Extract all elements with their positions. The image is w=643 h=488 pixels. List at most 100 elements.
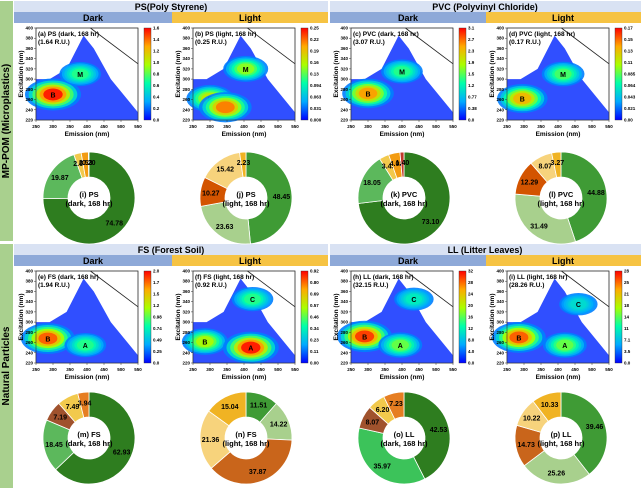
donut-slice-label: 8.07 xyxy=(538,164,552,171)
eem-y-tick-label: 300 xyxy=(25,77,33,82)
eem-x-tick-label: 400 xyxy=(240,124,248,129)
eem-panel-label: (h) LL (dark, 168 hr) xyxy=(353,274,414,281)
eem-colorbar-tick-label: 1.5 xyxy=(153,292,160,297)
eem-colorbar-tick-label: 0.6 xyxy=(153,83,160,88)
eem-y-tick-label: 260 xyxy=(25,97,33,102)
eem-colorbar xyxy=(458,27,467,121)
eem-y-axis-label: Excitation (nm) xyxy=(18,51,25,98)
eem-colorbar xyxy=(143,27,152,121)
eem-peak-contour xyxy=(241,341,261,354)
donut-slice-label: 74.78 xyxy=(106,220,124,227)
donut-slice-label: 0.20 xyxy=(82,160,96,167)
eem-colorbar-tick-label: 0.57 xyxy=(310,303,319,308)
donut-slice xyxy=(357,427,426,485)
eem-panel-7: BAC(i) LL (light, 168 hr)(28.26 R.U.)250… xyxy=(489,269,631,382)
eem-y-tick-label: 260 xyxy=(182,340,190,345)
eem-y-tick-label: 400 xyxy=(182,26,190,31)
donut-slice xyxy=(77,391,90,419)
donut-chart-1: 48.45 23.63 10.27 15.422.23 (j) PS(light, 16… xyxy=(199,151,293,245)
eem-y-axis-label: Excitation (nm) xyxy=(333,51,340,98)
eem-y-tick-label: 220 xyxy=(340,118,348,123)
eem-colorbar-tick-label: 1.2 xyxy=(153,303,160,308)
donut-slice-label: 35.97 xyxy=(373,464,391,471)
eem-x-tick-label: 400 xyxy=(83,124,91,129)
eem-colorbar-tick-label: 1.2 xyxy=(153,49,160,54)
section-band-mp-pom xyxy=(0,1,13,241)
eem-colorbar-tick-label: 0.92 xyxy=(310,269,319,274)
eem-colorbar-tick-label: 0.0 xyxy=(624,361,631,366)
eem-y-tick-label: 240 xyxy=(182,107,190,112)
eem-x-tick-label: 300 xyxy=(364,124,372,129)
eem-y-tick-label: 340 xyxy=(496,56,504,61)
eem-x-tick-label: 550 xyxy=(605,124,613,129)
eem-x-tick-label: 450 xyxy=(571,124,579,129)
eem-x-tick-label: 300 xyxy=(520,124,528,129)
eem-colorbar-tick-label: 20 xyxy=(468,303,474,308)
eem-peak-label: A xyxy=(562,343,567,350)
eem-y-tick-label: 320 xyxy=(182,309,190,314)
group-header-ps xyxy=(14,1,328,12)
eem-x-tick-label: 500 xyxy=(432,367,440,372)
eem-intensity-label: (1.64 R.U.) xyxy=(38,39,70,46)
eem-y-tick-label: 360 xyxy=(25,289,33,294)
eem-panel-label: (e) FS (dark, 168 hr) xyxy=(38,274,99,281)
donut-slice-label: 15.42 xyxy=(216,167,234,174)
eem-x-tick-label: 500 xyxy=(117,124,125,129)
group-header-pvc xyxy=(330,1,641,12)
donut-slice-label: 7.19 xyxy=(53,415,67,422)
eem-colorbar-tick-label: 12 xyxy=(468,326,474,331)
eem-scatter-line xyxy=(247,27,296,65)
condition-label-dark-ll: Dark xyxy=(398,256,419,266)
donut-slice-label: 18.45 xyxy=(45,442,63,449)
donut-center-sublabel: (light, 168 hr) xyxy=(222,199,270,208)
donut-chart-0: 74.78 19.87 2.612.530.20 (i) PS(dark, 168 h… xyxy=(42,151,136,245)
eem-colorbar-tick-label: 18 xyxy=(624,303,630,308)
eem-peak-label: C xyxy=(576,302,581,309)
eem-peak-contour xyxy=(43,88,63,101)
eem-x-tick-label: 400 xyxy=(554,124,562,129)
eem-colorbar-tick-label: 0.0 xyxy=(153,118,160,123)
eem-scatter-line xyxy=(90,27,139,65)
eem-panel-label: (b) PS (light, 168 hr) xyxy=(195,31,256,38)
donut-slice-label: 14.73 xyxy=(517,442,535,449)
eem-peak-label: B xyxy=(520,97,525,104)
group-header-ll xyxy=(330,244,641,255)
eem-intensity-label: (0.25 R.U.) xyxy=(195,39,227,46)
donut-center-sublabel: (light, 168 hr) xyxy=(537,199,585,208)
eem-x-tick-label: 450 xyxy=(415,124,423,129)
eem-peak-contour xyxy=(196,335,214,348)
eem-colorbar xyxy=(300,27,309,121)
eem-y-tick-label: 280 xyxy=(340,87,348,92)
eem-y-tick-label: 260 xyxy=(182,97,190,102)
eem-colorbar-tick-label: 0.69 xyxy=(310,292,319,297)
donut-slice xyxy=(208,391,247,427)
group-title-ll: LL (Litter Leaves) xyxy=(448,245,523,255)
eem-x-tick-label: 550 xyxy=(291,367,299,372)
eem-y-tick-label: 320 xyxy=(496,309,504,314)
eem-y-tick-label: 220 xyxy=(496,118,504,123)
eem-y-axis-label: Excitation (nm) xyxy=(489,294,496,341)
eem-x-tick-label: 550 xyxy=(291,124,299,129)
eem-y-tick-label: 320 xyxy=(340,66,348,71)
donut-chart-5: 11.51 14.22 37.87 21.36 15.04 (n) FS(light, 1… xyxy=(199,391,293,485)
donut-center-label: (p) LL xyxy=(551,430,572,439)
eem-colorbar xyxy=(143,270,152,364)
donut-slice-label: 44.88 xyxy=(587,190,605,197)
eem-peak-contour xyxy=(509,331,529,344)
eem-y-tick-label: 220 xyxy=(340,361,348,366)
eem-y-tick-label: 380 xyxy=(182,279,190,284)
eem-peak-contour xyxy=(236,63,255,75)
eem-y-tick-label: 320 xyxy=(496,66,504,71)
eem-panel-5: B A C (f) FS (light, 168 hr)(0.92 R.U.) 250 3… xyxy=(175,269,319,382)
eem-peak-contour xyxy=(71,68,89,80)
eem-colorbar-tick-label: 0.0 xyxy=(153,361,160,366)
eem-colorbar-tick-label: 11 xyxy=(624,326,629,331)
eem-colorbar-tick-label: 0.8 xyxy=(153,72,160,77)
donut-slice-label: 39.46 xyxy=(586,424,604,431)
donut-slice-label: 7.49 xyxy=(66,404,80,411)
section-band-natural xyxy=(0,244,13,488)
eem-x-axis-label: Emission (nm) xyxy=(65,131,110,138)
condition-label-dark-fs: Dark xyxy=(83,256,104,266)
eem-y-tick-label: 340 xyxy=(182,56,190,61)
eem-peak-label: B xyxy=(362,334,367,341)
